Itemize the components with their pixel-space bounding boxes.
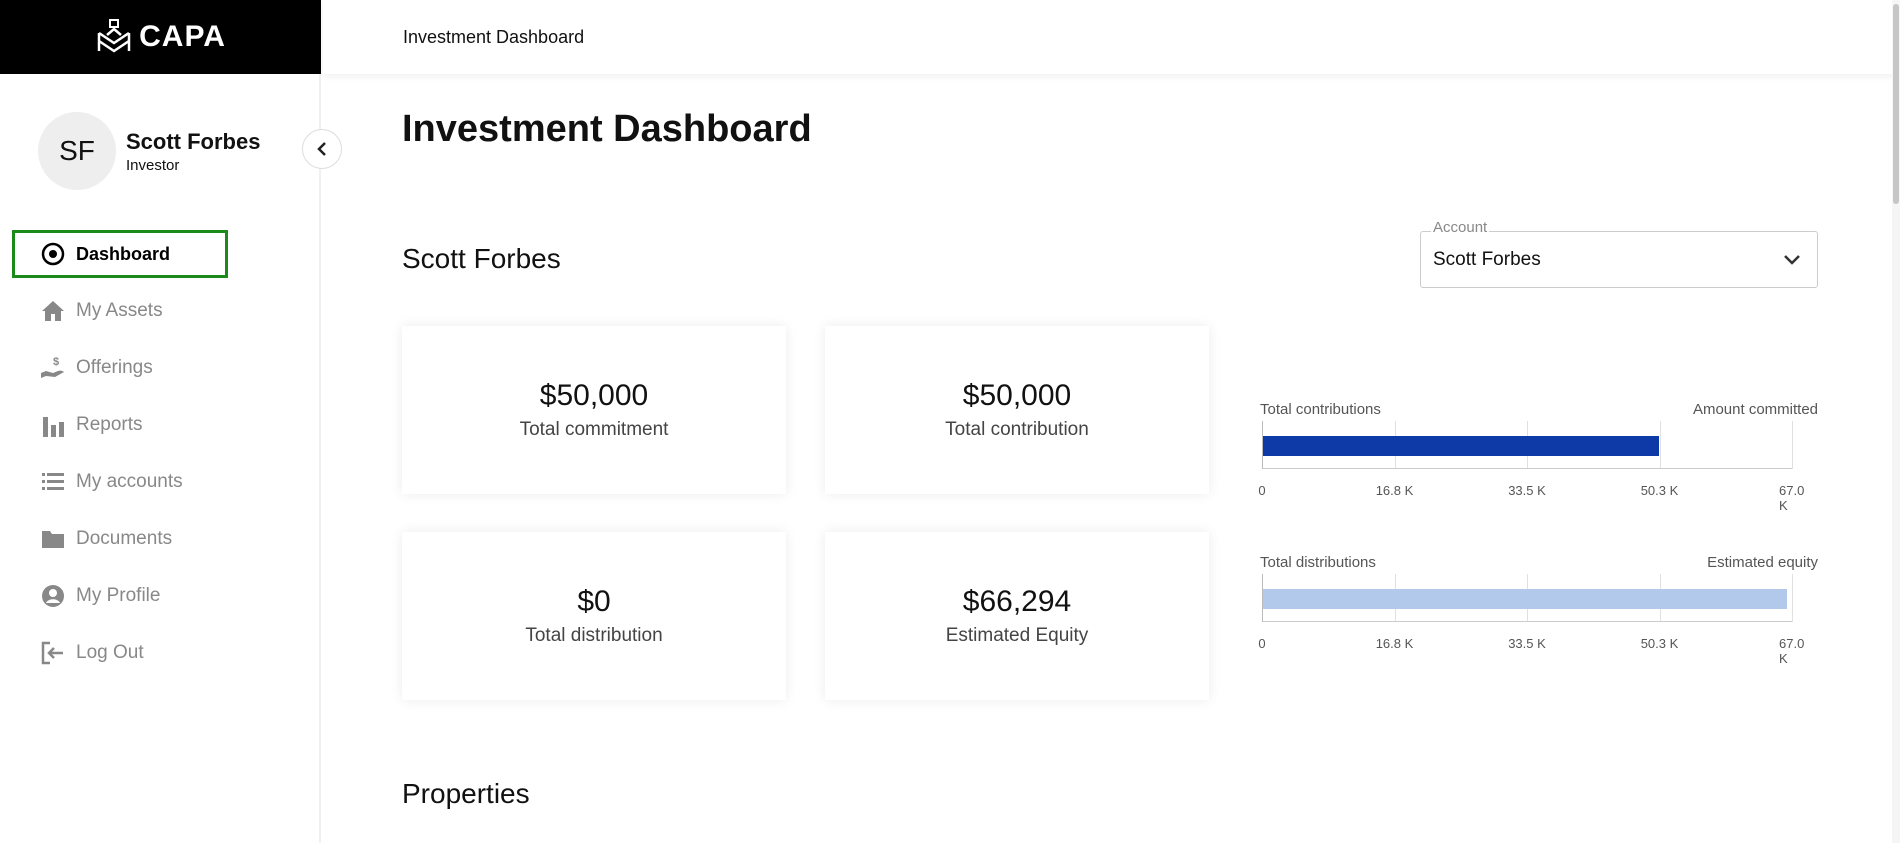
bar-chart-icon [40,412,66,438]
chart-tick-label: 67.0 K [1779,483,1805,513]
card-amount: $50,000 [539,379,649,412]
logo-bar[interactable]: CAPA [0,0,321,74]
card-label: Total commitment [519,419,669,440]
chart-tick-label: 67.0 K [1779,636,1805,666]
total-commitment-card: $50,000 Total commitment [402,326,786,494]
user-name: Scott Forbes [126,128,261,154]
chart-tick-label: 50.3 K [1640,636,1679,651]
chart-right-label: Estimated equity [1707,554,1818,571]
chart-x-axis [1262,468,1792,469]
sidebar-item-label: My accounts [76,471,183,492]
chart-x-axis [1262,621,1792,622]
svg-text:$: $ [53,356,59,368]
home-icon [40,298,66,324]
chart-left-label: Total distributions [1260,554,1376,571]
properties-heading: Properties [402,778,530,809]
sidebar-item-label: Reports [76,414,143,435]
distributions-bar-chart: Total distributions Estimated equity 0 16… [1258,554,1818,666]
account-select-legend: Account [1431,219,1490,236]
list-icon [40,469,66,495]
chart-y-axis [1262,421,1263,469]
brand-name: CAPA [139,20,226,53]
user-role: Investor [126,156,180,174]
sidebar-item-documents[interactable]: Documents [12,515,228,563]
chart-tick-label: 0 [1258,483,1266,498]
user-profile: SF Scott Forbes Investor [38,112,260,190]
sidebar-item-label: My Assets [76,300,163,321]
radio-target-icon [40,241,66,267]
card-label: Total distribution [525,625,663,646]
sidebar-item-my-profile[interactable]: My Profile [12,572,228,620]
chart-gridline [1792,421,1793,469]
breadcrumb: Investment Dashboard [403,26,585,47]
chart-bar [1263,589,1788,609]
folder-icon [40,526,66,552]
chart-tick-label: 50.3 K [1640,483,1679,498]
page-title: Investment Dashboard [402,108,812,150]
chevron-left-icon [317,142,326,156]
sidebar-item-label: My Profile [76,585,161,606]
sidebar-item-label: Log Out [76,642,144,663]
sidebar-item-label: Documents [76,528,173,549]
chart-y-axis [1262,574,1263,622]
sidebar-item-log-out[interactable]: Log Out [12,629,228,677]
sidebar-item-my-accounts[interactable]: My accounts [12,458,228,506]
logout-icon [40,640,66,666]
top-header: Investment Dashboard [323,0,1900,74]
scrollbar-thumb[interactable] [1893,4,1899,204]
page-scrollbar[interactable] [1892,0,1900,843]
total-contribution-card: $50,000 Total contribution [825,326,1209,494]
investor-name-heading: Scott Forbes [402,243,561,274]
chart-right-label: Amount committed [1692,401,1818,418]
chart-left-label: Total contributions [1260,401,1381,418]
chart-gridline [1659,421,1661,469]
account-select[interactable]: Account Scott Forbes [1420,219,1818,288]
chart-tick-label: 16.8 K [1375,483,1414,498]
chevron-down-icon [1784,255,1800,265]
card-label: Estimated Equity [945,625,1089,646]
card-amount: $66,294 [962,585,1072,618]
user-circle-icon [40,583,66,609]
hand-dollar-icon: $ [40,355,66,381]
total-distribution-card: $0 Total distribution [402,532,786,700]
sidebar-item-dashboard[interactable]: Dashboard [12,230,228,278]
card-label: Total contribution [945,419,1089,440]
card-amount: $50,000 [962,379,1072,412]
account-select-value: Scott Forbes [1433,248,1541,270]
chart-tick-label: 33.5 K [1508,483,1546,498]
sidebar: CAPA SF Scott Forbes Investor Dashboard … [0,0,321,843]
chart-tick-label: 0 [1258,636,1266,651]
chart-bar [1263,436,1659,456]
estimated-equity-card: $66,294 Estimated Equity [825,532,1209,700]
sidebar-nav: Dashboard My Assets $ Offerings Reports … [12,230,228,686]
card-amount: $0 [577,585,611,618]
sidebar-item-label: Offerings [76,357,153,378]
chart-tick-label: 16.8 K [1375,636,1414,651]
capa-logo-icon [97,19,131,53]
sidebar-item-offerings[interactable]: $ Offerings [12,344,228,392]
sidebar-item-reports[interactable]: Reports [12,401,228,449]
sidebar-item-my-assets[interactable]: My Assets [12,287,228,335]
chart-tick-label: 33.5 K [1508,636,1546,651]
collapse-sidebar-button[interactable] [302,129,342,169]
avatar: SF [38,112,116,190]
sidebar-item-label: Dashboard [76,243,171,264]
contributions-bar-chart: Total contributions Amount committed 0 16… [1258,401,1818,513]
chart-gridline [1792,574,1793,622]
